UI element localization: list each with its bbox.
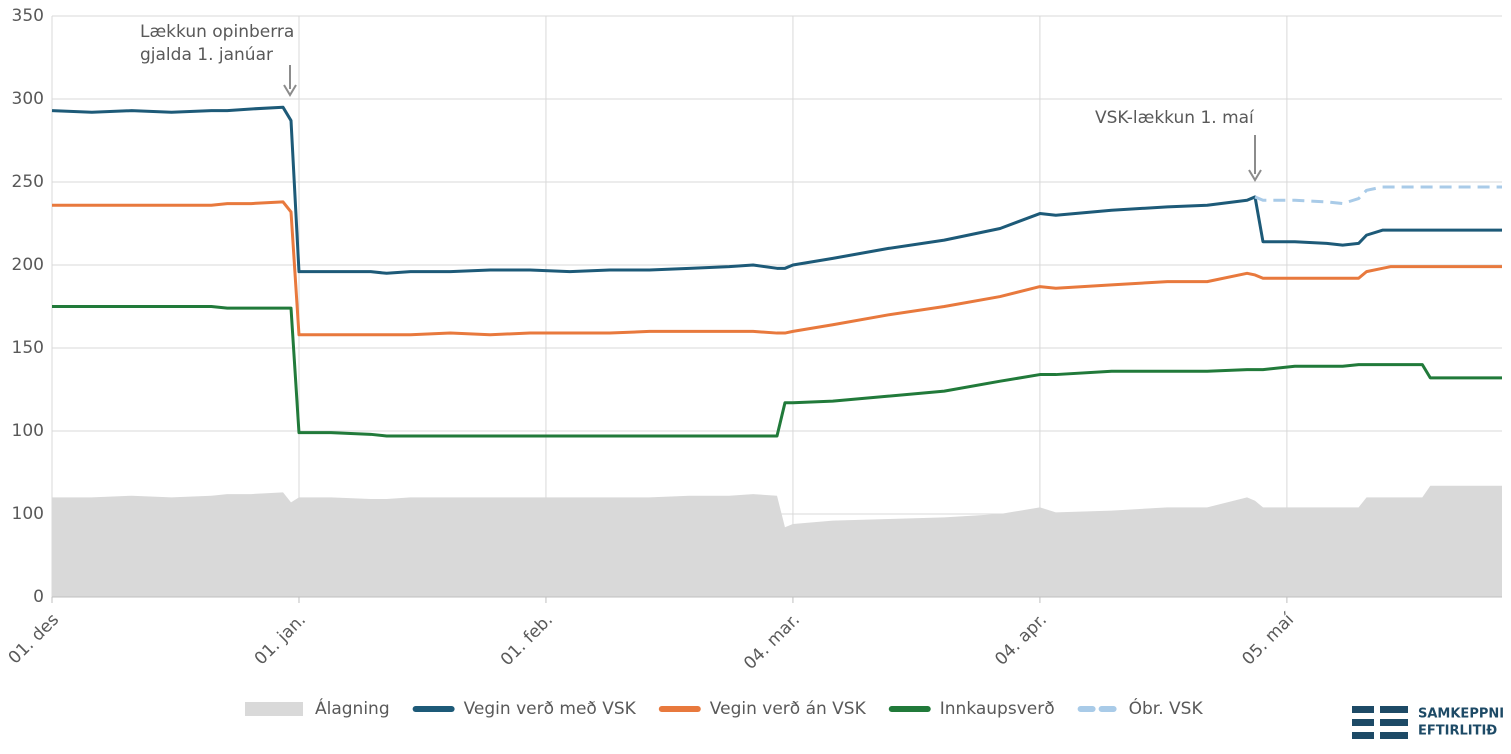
legend-label: Álagning bbox=[315, 697, 390, 719]
y-tick-label: 0 bbox=[33, 587, 44, 607]
line bbox=[52, 200, 1502, 337]
legend-label: Óbr. VSK bbox=[1129, 697, 1204, 719]
x-tick-label: 01. jan. bbox=[251, 610, 310, 669]
x-tick-label: 04. mar. bbox=[740, 610, 804, 674]
area bbox=[52, 485, 1502, 597]
y-tick-label: 150 bbox=[12, 338, 44, 358]
logo-bar bbox=[1352, 706, 1374, 713]
logo-bar bbox=[1380, 719, 1408, 726]
line bbox=[1254, 185, 1502, 206]
y-tick-label: 100 bbox=[12, 504, 44, 524]
line bbox=[51, 105, 1502, 275]
annotation: Lækkun opinberra bbox=[140, 22, 294, 42]
legend-label: Vegin verð með VSK bbox=[464, 699, 637, 719]
legend-label: Innkaupsverð bbox=[940, 699, 1055, 719]
legend-item: Vegin verð án VSK bbox=[658, 699, 867, 719]
legend-item: Innkaupsverð bbox=[888, 699, 1055, 719]
legend-swatch bbox=[245, 702, 303, 716]
logo-bar bbox=[1380, 732, 1408, 739]
logo-text: EFTIRLITIÐ bbox=[1418, 724, 1497, 739]
annotation-arrowhead bbox=[283, 84, 297, 97]
x-tick-label: 01. des bbox=[5, 610, 63, 668]
legend-label: Vegin verð án VSK bbox=[710, 699, 867, 719]
logo-text: SAMKEPPNI bbox=[1418, 707, 1504, 722]
annotation: gjalda 1. janúar bbox=[140, 45, 273, 65]
legend-item: Óbr. VSK bbox=[1077, 697, 1204, 719]
legend-item: Álagning bbox=[245, 697, 390, 719]
legend-item: Vegin verð með VSK bbox=[412, 699, 637, 719]
x-tick-label: 01. feb. bbox=[497, 610, 557, 670]
logo: SAMKEPPNI EFTIRLITIÐ bbox=[1352, 706, 1504, 739]
y-tick-label: 250 bbox=[12, 172, 44, 192]
logo-bar bbox=[1352, 732, 1374, 739]
line bbox=[52, 305, 1502, 438]
logo-bar bbox=[1352, 719, 1374, 726]
x-tick-label: 04. apr. bbox=[991, 610, 1051, 670]
logo-bar bbox=[1380, 706, 1408, 713]
annotation-arrowhead bbox=[1248, 169, 1262, 182]
y-tick-label: 350 bbox=[12, 6, 44, 26]
annotation: VSK-lækkun 1. maí bbox=[1095, 108, 1255, 128]
y-tick-label: 300 bbox=[12, 89, 44, 109]
y-tick-label: 100 bbox=[12, 421, 44, 441]
x-tick-label: 05. maí bbox=[1238, 609, 1298, 669]
y-tick-label: 200 bbox=[12, 255, 44, 275]
